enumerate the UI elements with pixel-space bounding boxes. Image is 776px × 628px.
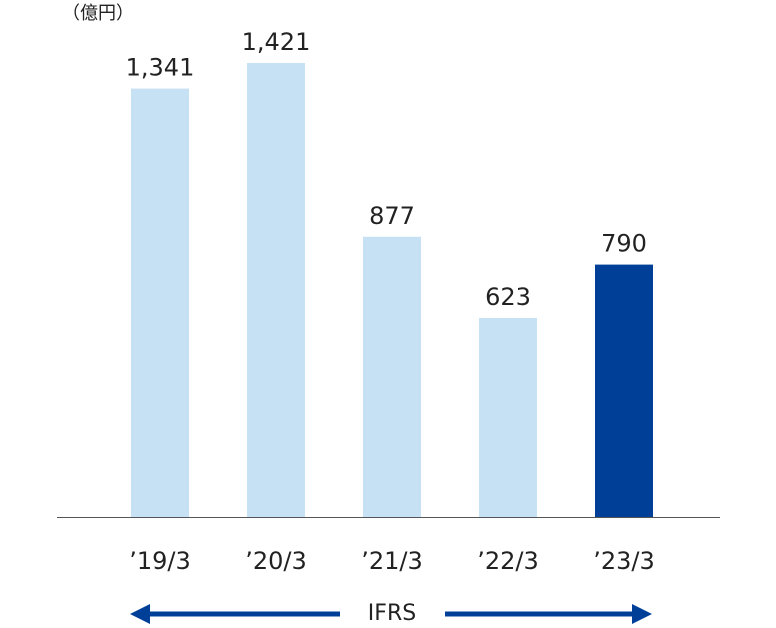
- x-tick-label: ’20/3: [245, 547, 307, 575]
- arrow-right-head: [632, 604, 652, 624]
- x-tick-label: ’22/3: [477, 547, 539, 575]
- bar: [595, 264, 653, 517]
- bar: [479, 317, 537, 517]
- value-label: 790: [601, 230, 647, 258]
- bar: [131, 88, 189, 518]
- value-label: 1,341: [126, 54, 195, 82]
- bar: [363, 236, 421, 517]
- value-label: 1,421: [242, 28, 311, 56]
- arrow-left-head: [130, 604, 150, 624]
- annotation: IFRS: [368, 601, 416, 626]
- value-label: 623: [485, 283, 531, 311]
- x-tick-label: ’23/3: [593, 547, 655, 575]
- x-tick-label: ’19/3: [129, 547, 191, 575]
- value-label: 877: [369, 202, 415, 230]
- x-tick-label: ’21/3: [361, 547, 423, 575]
- unit-label: （億円）: [62, 3, 134, 24]
- bar: [247, 63, 305, 517]
